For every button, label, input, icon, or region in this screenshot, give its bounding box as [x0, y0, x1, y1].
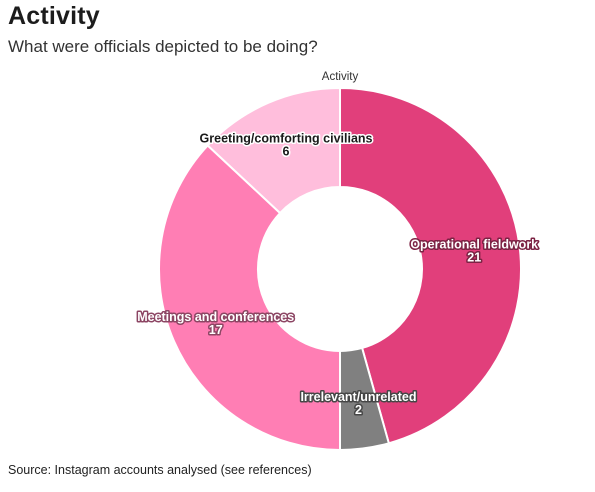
slice-label-operational-fieldwork: Operational fieldwork: [410, 238, 538, 252]
slice-meetings-and-conferences: [158, 144, 341, 452]
slice-operational-fieldwork: [339, 86, 522, 445]
slice-value-meetings-and-conferences: 17: [209, 323, 223, 337]
slice-label-greeting-comforting-civilians: Greeting/comforting civilians: [200, 132, 373, 146]
chart-subtitle: What were officials depicted to be doing…: [8, 37, 318, 56]
donut-slices: [158, 86, 522, 452]
source-note: Source: Instagram accounts analysed (see…: [8, 463, 312, 477]
legend-title: Activity: [322, 71, 359, 83]
slice-greeting-comforting-civilians: [206, 86, 341, 215]
slice-label-irrelevant-unrelated: Irrelevant/unrelated: [300, 390, 416, 404]
slice-label-meetings-and-conferences: Meetings and conferences: [137, 310, 294, 324]
slice-value-greeting-comforting-civilians: 6: [283, 145, 290, 159]
slice-value-irrelevant-unrelated: 2: [355, 403, 362, 417]
slice-value-operational-fieldwork: 21: [467, 251, 481, 265]
chart-title: Activity: [8, 2, 100, 30]
